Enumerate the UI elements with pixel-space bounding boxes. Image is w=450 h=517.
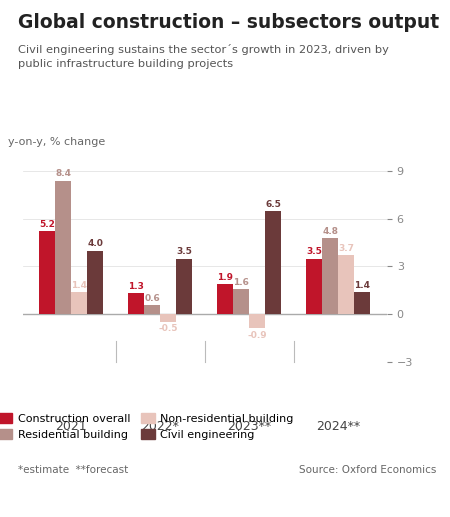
Text: 8.4: 8.4 [55,170,72,178]
Bar [233,288,249,314]
Bar [265,211,281,314]
Text: -0.5: -0.5 [158,324,178,333]
Bar [322,238,338,314]
Text: Global construction – subsectors output: Global construction – subsectors output [18,13,439,32]
Text: 1.4: 1.4 [72,281,87,290]
Text: *estimate  **forecast: *estimate **forecast [18,465,128,475]
Text: 3.7: 3.7 [338,244,354,253]
Bar [306,258,322,314]
Text: 0.6: 0.6 [144,294,160,302]
Text: 3.5: 3.5 [306,248,322,256]
Text: 4.8: 4.8 [322,227,338,236]
Bar [160,314,176,322]
Text: 1.4: 1.4 [354,281,370,290]
Bar [144,305,160,314]
Text: 1.6: 1.6 [233,278,249,286]
Text: Civil engineering sustains the sector´s growth in 2023, driven by
public infrast: Civil engineering sustains the sector´s … [18,44,389,69]
Legend: Construction overall, Residential building, Non-residential building, Civil engi: Construction overall, Residential buildi… [0,413,294,440]
Text: -0.9: -0.9 [248,330,267,340]
Bar [40,232,55,314]
Bar [87,251,104,314]
Bar [55,180,72,314]
Text: 4.0: 4.0 [87,239,104,249]
Text: 1.9: 1.9 [217,273,233,282]
Bar [176,258,192,314]
Bar [217,284,233,314]
Text: 6.5: 6.5 [265,200,281,209]
Text: 1.3: 1.3 [128,282,144,292]
Text: 3.5: 3.5 [176,248,192,256]
Bar [249,314,265,328]
Text: 5.2: 5.2 [40,220,55,230]
Bar [354,292,370,314]
Bar [338,255,354,314]
Text: Source: Oxford Economics: Source: Oxford Economics [299,465,436,475]
Text: y-on-y, % change: y-on-y, % change [8,137,105,147]
Bar [128,294,144,314]
Bar [72,292,87,314]
